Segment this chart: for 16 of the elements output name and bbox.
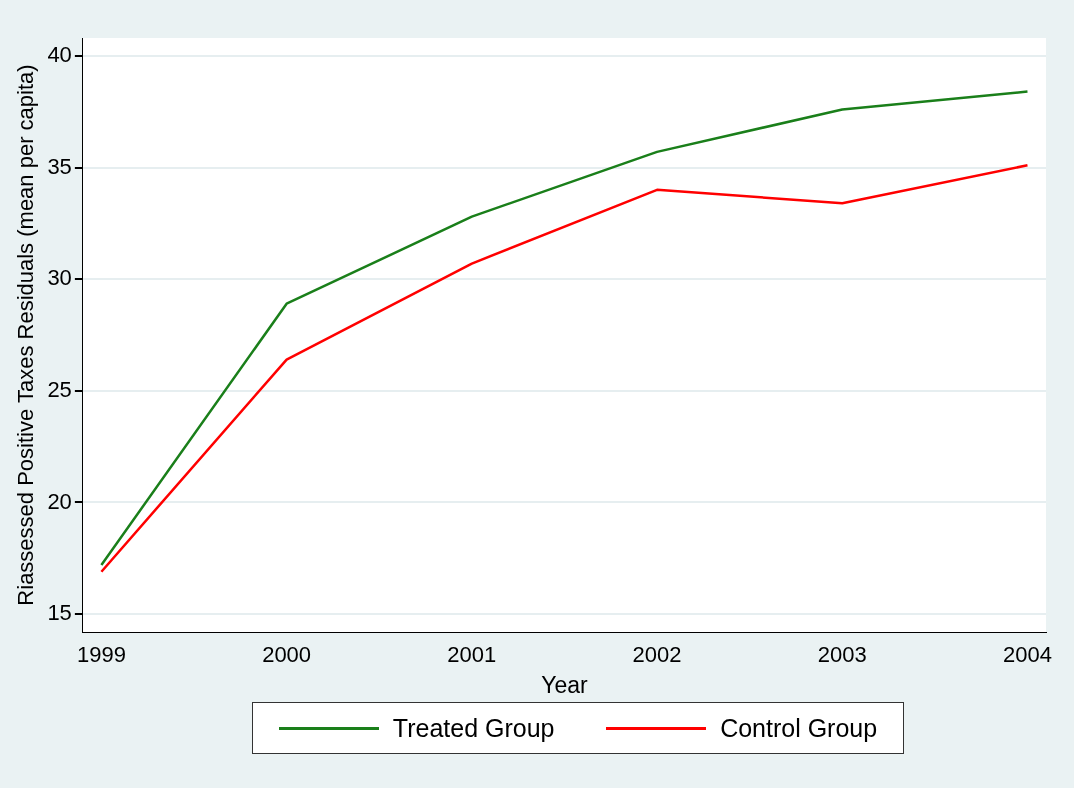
y-tick-label: 30	[47, 265, 72, 291]
legend-label: Control Group	[720, 713, 878, 743]
x-tick-label: 2000	[262, 642, 312, 668]
x-tick-label: 2003	[817, 642, 867, 668]
x-axis-title: Year	[541, 671, 589, 698]
y-axis-title: Riassessed Positive Taxes Residuals (mean per capita)	[13, 64, 39, 606]
y-tick-label: 20	[47, 488, 72, 514]
y-tick-label: 25	[47, 376, 72, 402]
x-tick-label: 2004	[1003, 642, 1052, 668]
x-tick-label: 2002	[632, 642, 682, 668]
y-tick-label: 15	[47, 600, 72, 626]
x-tick-label: 1999	[76, 642, 126, 668]
legend-label: Treated Group	[392, 713, 555, 743]
y-tick-label: 35	[47, 153, 72, 179]
y-tick-label: 40	[47, 41, 72, 67]
x-tick-label: 2001	[447, 642, 497, 668]
